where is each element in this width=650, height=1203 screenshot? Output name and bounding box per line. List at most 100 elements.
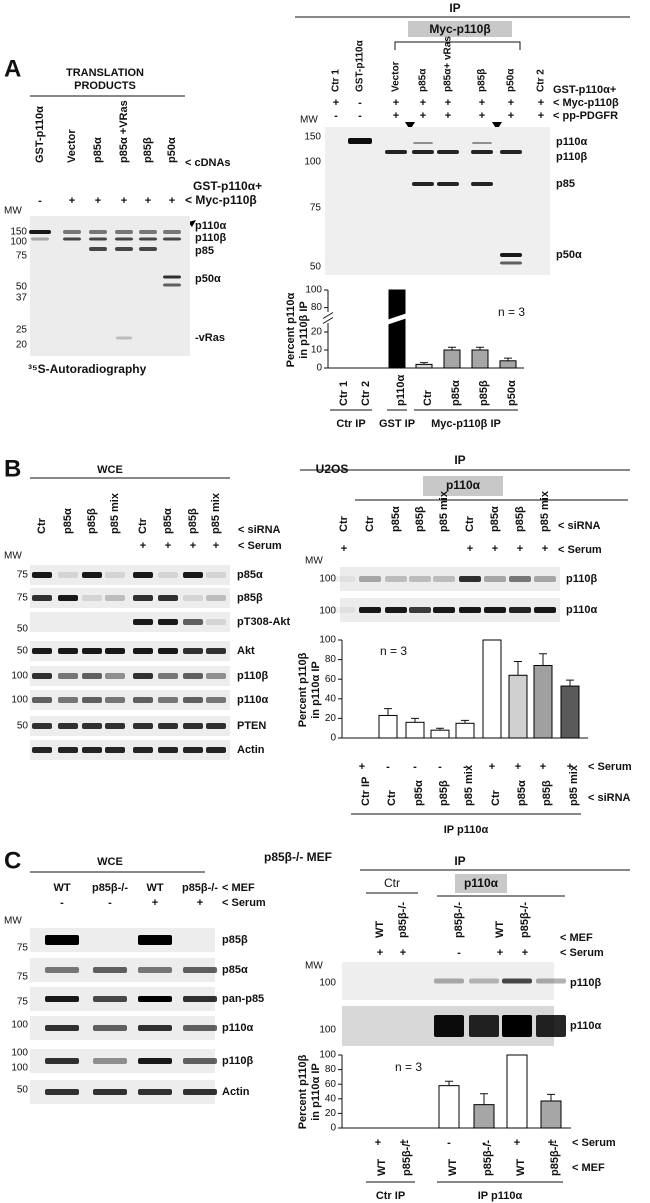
band: [32, 595, 52, 601]
group-label: Ctr IP: [376, 1190, 405, 1202]
label: GST-p110α+: [553, 84, 616, 96]
band: [32, 648, 52, 654]
band: [133, 648, 153, 654]
lane-label: WT: [53, 882, 70, 894]
band: [31, 237, 49, 241]
band: [206, 747, 226, 753]
band: [206, 673, 226, 679]
band: [105, 697, 125, 703]
blot: [325, 127, 550, 275]
label: < MEF: [560, 932, 593, 944]
band: [434, 1015, 464, 1037]
band: [89, 247, 107, 251]
band: [133, 595, 153, 601]
error-bar: [436, 727, 444, 731]
bar-break: [388, 313, 406, 325]
y-tick-label: 20: [325, 1108, 337, 1119]
label: < Myc-p110β: [553, 97, 619, 109]
mw-tick: 100: [304, 157, 321, 168]
band: [32, 723, 52, 729]
bar: [506, 1054, 528, 1129]
bar: [560, 685, 580, 739]
band: [58, 572, 78, 578]
band: [58, 747, 78, 753]
mark: -: [413, 761, 417, 773]
lane-label: p85β: [187, 508, 199, 534]
lane-label: p85α: [390, 506, 402, 532]
mw-tick: 50: [310, 262, 322, 273]
mark: +: [538, 110, 544, 122]
x-tick-label: Ctr: [422, 389, 434, 406]
lane-label: GST-p110α: [34, 106, 46, 163]
mark: +: [169, 195, 175, 207]
lane-label: p85β-/-: [92, 882, 128, 894]
bar: [482, 639, 502, 739]
mw-tick: 50: [16, 282, 28, 293]
x-tick-label: p85 mix: [463, 764, 475, 806]
mark: +: [492, 543, 498, 555]
panel-letter: A: [4, 55, 21, 82]
x-tick-label: p85α: [413, 780, 425, 806]
annotation: n = 3: [498, 305, 525, 319]
band: [183, 1089, 217, 1095]
y-axis-label: in p110α IP: [310, 1063, 322, 1121]
band: [82, 673, 102, 679]
lane-label: WT: [494, 921, 506, 938]
band: [138, 1058, 172, 1064]
band: [89, 230, 107, 234]
label: Ctr: [384, 876, 400, 890]
row-label: p85α: [222, 964, 248, 976]
error-bar: [480, 1093, 488, 1105]
bar: [415, 363, 433, 369]
band: [484, 576, 506, 582]
mark: -: [447, 1137, 451, 1149]
band: [58, 595, 78, 601]
y-axis-label: Percent p110β: [297, 652, 309, 727]
band: [45, 996, 79, 1002]
panel-letter: C: [4, 847, 21, 874]
band: [58, 697, 78, 703]
bracket: [394, 41, 521, 50]
mark: +: [145, 195, 151, 207]
band: [133, 697, 153, 703]
row-label: p110β: [566, 573, 597, 585]
band: [469, 978, 499, 984]
bar: [430, 729, 450, 739]
band: [105, 572, 125, 578]
mw-tick: 100: [319, 574, 336, 585]
band: [163, 230, 181, 234]
error-bar: [411, 717, 419, 723]
mw-tick: 150: [304, 132, 321, 143]
band: [183, 723, 203, 729]
band: [509, 607, 531, 613]
x-tick-label: p85β-/-: [482, 1140, 494, 1176]
lane-label: p85α: [162, 508, 174, 534]
row-label: p110β: [570, 977, 601, 989]
band: [333, 607, 355, 613]
band: [133, 723, 153, 729]
band: [500, 261, 522, 265]
x-tick-label: p110α: [395, 375, 407, 406]
y-tick-label: 100: [319, 1050, 336, 1061]
band: [45, 1089, 79, 1095]
mw-tick: 50: [17, 721, 29, 732]
error-bar: [445, 1080, 453, 1086]
mw-tick: 50: [17, 1085, 29, 1096]
axis-break: [322, 312, 334, 319]
mw-tick: 100: [10, 237, 27, 248]
bar: [438, 1085, 460, 1129]
mw-tick: 100: [319, 978, 336, 989]
band: [115, 237, 133, 241]
x-tick-label: Ctr: [386, 789, 398, 806]
mark: +: [467, 543, 473, 555]
lane-label: p85 mix: [109, 492, 121, 534]
x-tick-label: Ctr 2: [360, 381, 372, 406]
y-tick-label: 80: [311, 302, 323, 313]
band: [206, 723, 226, 729]
mark: +: [140, 540, 146, 552]
band: [82, 572, 102, 578]
mw-tick: 100: [11, 671, 28, 682]
band: [412, 182, 434, 186]
band: [58, 673, 78, 679]
